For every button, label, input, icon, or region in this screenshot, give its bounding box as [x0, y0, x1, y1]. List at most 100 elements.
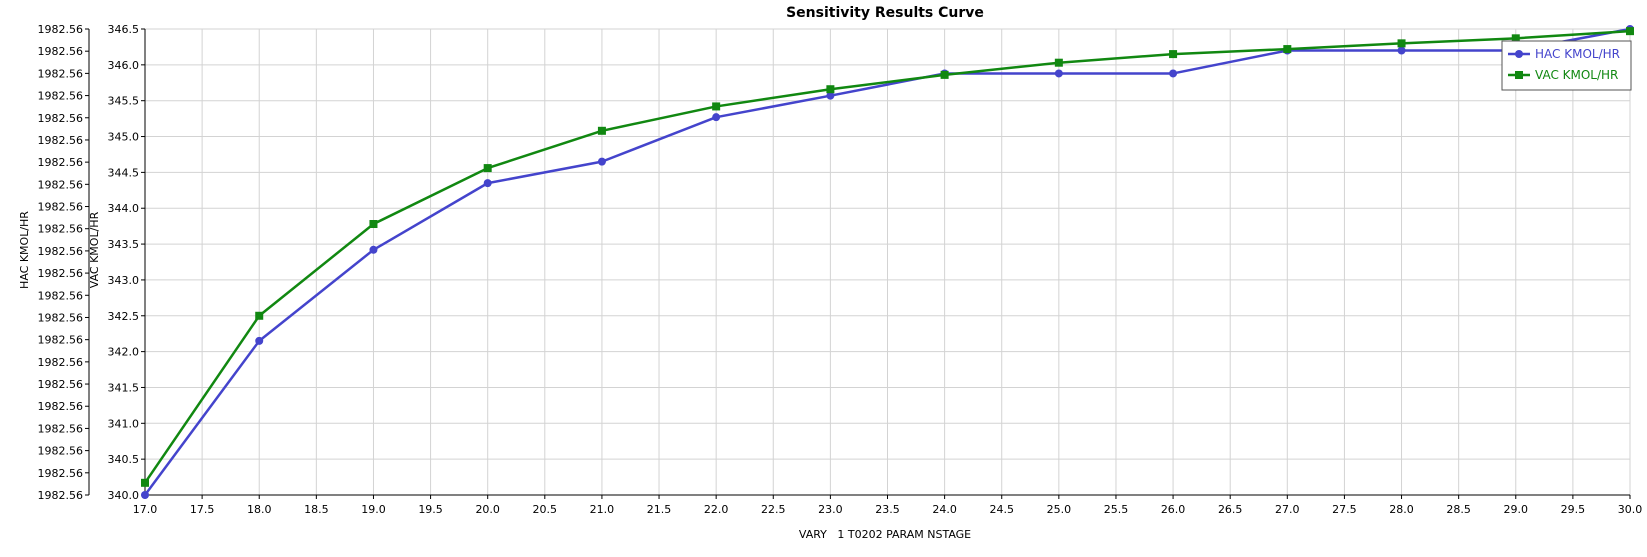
legend-marker-vac [1515, 71, 1523, 79]
x-tick-label: 22.0 [704, 503, 729, 516]
x-axis-label: VARY 1 T0202 PARAM NSTAGE [799, 528, 971, 541]
x-tick-label: 17.0 [133, 503, 158, 516]
data-point [1169, 69, 1178, 78]
x-axis-ticks: 17.0 17.5 18.0 18.5 19.0 19.5 20.0 20.5 21.0 21.5… [133, 495, 1643, 516]
x-tick-label: 24.0 [932, 503, 957, 516]
left-tick-label: 1982.56 [38, 422, 84, 435]
left-tick-label: 1982.56 [38, 311, 84, 324]
x-tick-label: 22.5 [761, 503, 786, 516]
data-point [1283, 45, 1292, 54]
left-tick-label: 1982.56 [38, 289, 84, 302]
right-tick-label: 340.5 [108, 453, 140, 466]
right-tick-label: 345.0 [108, 131, 140, 144]
right-tick-label: 343.0 [108, 274, 140, 287]
left-tick-label: 1982.56 [38, 489, 84, 502]
data-point [369, 220, 378, 229]
right-tick-label: 342.0 [108, 346, 140, 359]
left-tick-label: 1982.56 [38, 201, 84, 214]
series-line [143, 29, 1631, 484]
data-point [826, 91, 835, 100]
x-tick-label: 28.5 [1446, 503, 1471, 516]
right-tick-label: 343.5 [108, 238, 140, 251]
data-point [1397, 39, 1406, 48]
left-tick-label: 1982.56 [38, 112, 84, 125]
x-tick-label: 19.5 [418, 503, 443, 516]
right-tick-label: 344.5 [108, 166, 140, 179]
left-tick-label: 1982.56 [38, 223, 84, 236]
grid-lines [144, 28, 1631, 496]
right-tick-label: 342.5 [108, 310, 140, 323]
series-line [143, 27, 1631, 496]
data-point [712, 102, 721, 111]
left-axis-ticks: 1982.56 1982.56 1982.56 1982.56 1982.56 1982.… [38, 23, 89, 502]
data-point [1397, 46, 1406, 55]
x-tick-label: 26.5 [1218, 503, 1243, 516]
right-tick-label: 341.0 [108, 417, 140, 430]
left-axis-label: HAC KMOL/HR [18, 211, 31, 289]
data-point [255, 336, 264, 345]
data-point [597, 126, 606, 135]
left-tick-label: 1982.56 [38, 378, 84, 391]
right-axis-ticks: 340.0 340.5 341.0 341.5 342.0 342.5 343.0 343.5… [108, 23, 145, 502]
data-point [940, 70, 949, 79]
x-tick-label: 23.0 [818, 503, 843, 516]
x-tick-label: 17.5 [190, 503, 215, 516]
legend-box [1501, 40, 1632, 91]
data-point [1054, 69, 1063, 78]
x-tick-label: 28.0 [1389, 503, 1414, 516]
left-tick-label: 1982.56 [38, 90, 84, 103]
data-point [141, 491, 149, 499]
legend-label-hac: HAC KMOL/HR [1535, 47, 1620, 61]
data-point [255, 311, 264, 320]
left-tick-label: 1982.56 [38, 134, 84, 147]
left-tick-label: 1982.56 [38, 445, 84, 458]
left-tick-label: 1982.56 [38, 245, 84, 258]
right-axis-label: VAC KMOL/HR [88, 211, 101, 288]
data-point [597, 157, 606, 166]
left-tick-label: 1982.56 [38, 267, 84, 280]
data-point [369, 245, 378, 254]
right-tick-label: 345.5 [108, 95, 140, 108]
data-point [826, 85, 835, 94]
data-point [1169, 50, 1178, 59]
series-layer [141, 25, 1634, 499]
x-tick-label: 29.0 [1504, 503, 1529, 516]
right-tick-label: 346.0 [108, 59, 140, 72]
x-tick-label: 21.5 [647, 503, 672, 516]
left-tick-label: 1982.56 [38, 45, 84, 58]
data-point [712, 113, 721, 122]
x-tick-label: 20.0 [475, 503, 500, 516]
series-vac [141, 27, 1634, 487]
x-tick-label: 27.0 [1275, 503, 1300, 516]
x-tick-label: 19.0 [361, 503, 386, 516]
left-tick-label: 1982.56 [38, 467, 84, 480]
right-tick-label: 340.0 [108, 489, 140, 502]
x-tick-label: 27.5 [1332, 503, 1357, 516]
left-tick-label: 1982.56 [38, 400, 84, 413]
x-tick-label: 30.0 [1618, 503, 1643, 516]
x-tick-label: 26.0 [1161, 503, 1186, 516]
x-tick-label: 20.5 [533, 503, 558, 516]
data-point [1054, 58, 1063, 67]
legend[interactable]: HAC KMOL/HR VAC KMOL/HR [1501, 40, 1632, 91]
right-tick-label: 346.5 [108, 23, 140, 36]
legend-label-vac: VAC KMOL/HR [1535, 68, 1618, 82]
x-tick-label: 18.0 [247, 503, 272, 516]
chart-title: Sensitivity Results Curve [786, 5, 984, 21]
right-tick-label: 344.0 [108, 202, 140, 215]
x-tick-label: 29.5 [1561, 503, 1586, 516]
data-point [483, 179, 492, 188]
axes [88, 29, 1630, 496]
data-point [141, 478, 149, 487]
x-tick-label: 25.5 [1104, 503, 1129, 516]
x-tick-label: 21.0 [590, 503, 615, 516]
right-tick-label: 341.5 [108, 381, 140, 394]
x-tick-label: 23.5 [875, 503, 900, 516]
x-tick-label: 25.0 [1047, 503, 1072, 516]
left-tick-label: 1982.56 [38, 23, 84, 36]
data-point [1511, 34, 1520, 43]
x-tick-label: 18.5 [304, 503, 329, 516]
left-tick-label: 1982.56 [38, 156, 84, 169]
data-point [1626, 27, 1634, 36]
